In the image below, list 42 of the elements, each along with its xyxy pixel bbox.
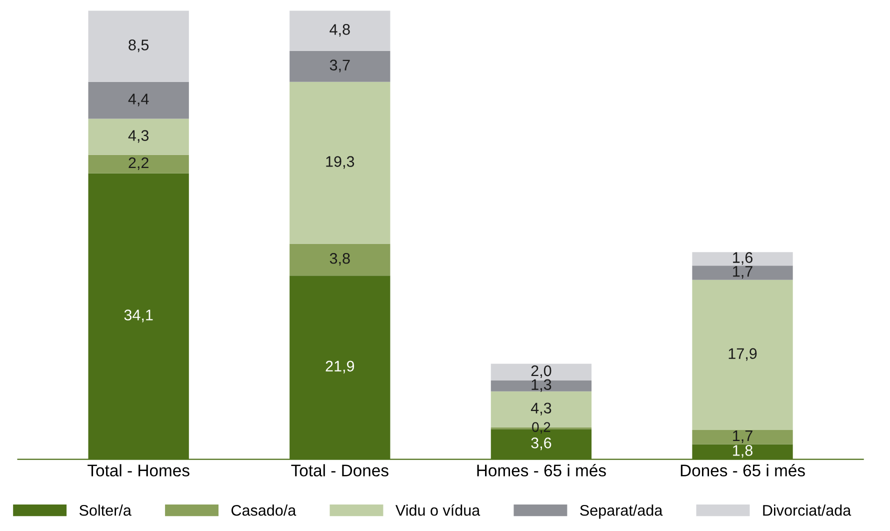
bar — [692, 430, 793, 444]
data-label: 1,7 — [733, 430, 752, 443]
bar — [692, 252, 793, 266]
data-label: 3,6 — [531, 438, 552, 450]
x-tick-label: Homes - 65 i més — [477, 464, 606, 476]
x-tick-label: Dones - 65 i més — [680, 464, 805, 476]
legend-label: Casado/a — [232, 504, 296, 516]
legend-label: Divorciat/ada — [763, 504, 852, 516]
data-label: 1,3 — [532, 379, 552, 392]
bar — [692, 280, 793, 430]
legend-label: Separat/ada — [580, 504, 663, 519]
data-label: 3,7 — [330, 60, 350, 72]
data-label: 4,4 — [128, 94, 149, 106]
data-label: 8,5 — [128, 40, 149, 52]
legend-label: Solter/a — [79, 504, 132, 516]
bar — [490, 364, 592, 380]
bar — [290, 244, 390, 276]
bar — [290, 50, 390, 82]
data-label: 1,6 — [733, 252, 752, 265]
bar — [88, 82, 189, 119]
data-label: 21,9 — [326, 360, 354, 374]
x-tick-label: Total - Dones — [291, 464, 388, 476]
data-label: 3,8 — [330, 252, 350, 266]
data-label: 17,9 — [728, 348, 757, 361]
data-label: 1,7 — [733, 266, 752, 279]
data-label: 2,0 — [531, 365, 552, 378]
bar — [692, 266, 793, 280]
data-label: 4,3 — [128, 130, 149, 143]
bar — [88, 154, 189, 174]
data-label: 2,2 — [128, 157, 148, 170]
bar — [88, 10, 189, 82]
data-label: 4,3 — [530, 402, 552, 416]
x-tick-label: Total - Homes — [88, 464, 190, 476]
bar — [88, 118, 189, 155]
legend-label: Vidu o vídua — [396, 504, 480, 516]
bar — [290, 82, 390, 244]
data-label: 19,3 — [326, 156, 354, 169]
bar — [490, 380, 592, 392]
data-label: 34,1 — [124, 310, 153, 322]
data-label: 1,8 — [733, 445, 752, 458]
bar — [290, 10, 390, 51]
data-label: 4,8 — [330, 24, 350, 37]
